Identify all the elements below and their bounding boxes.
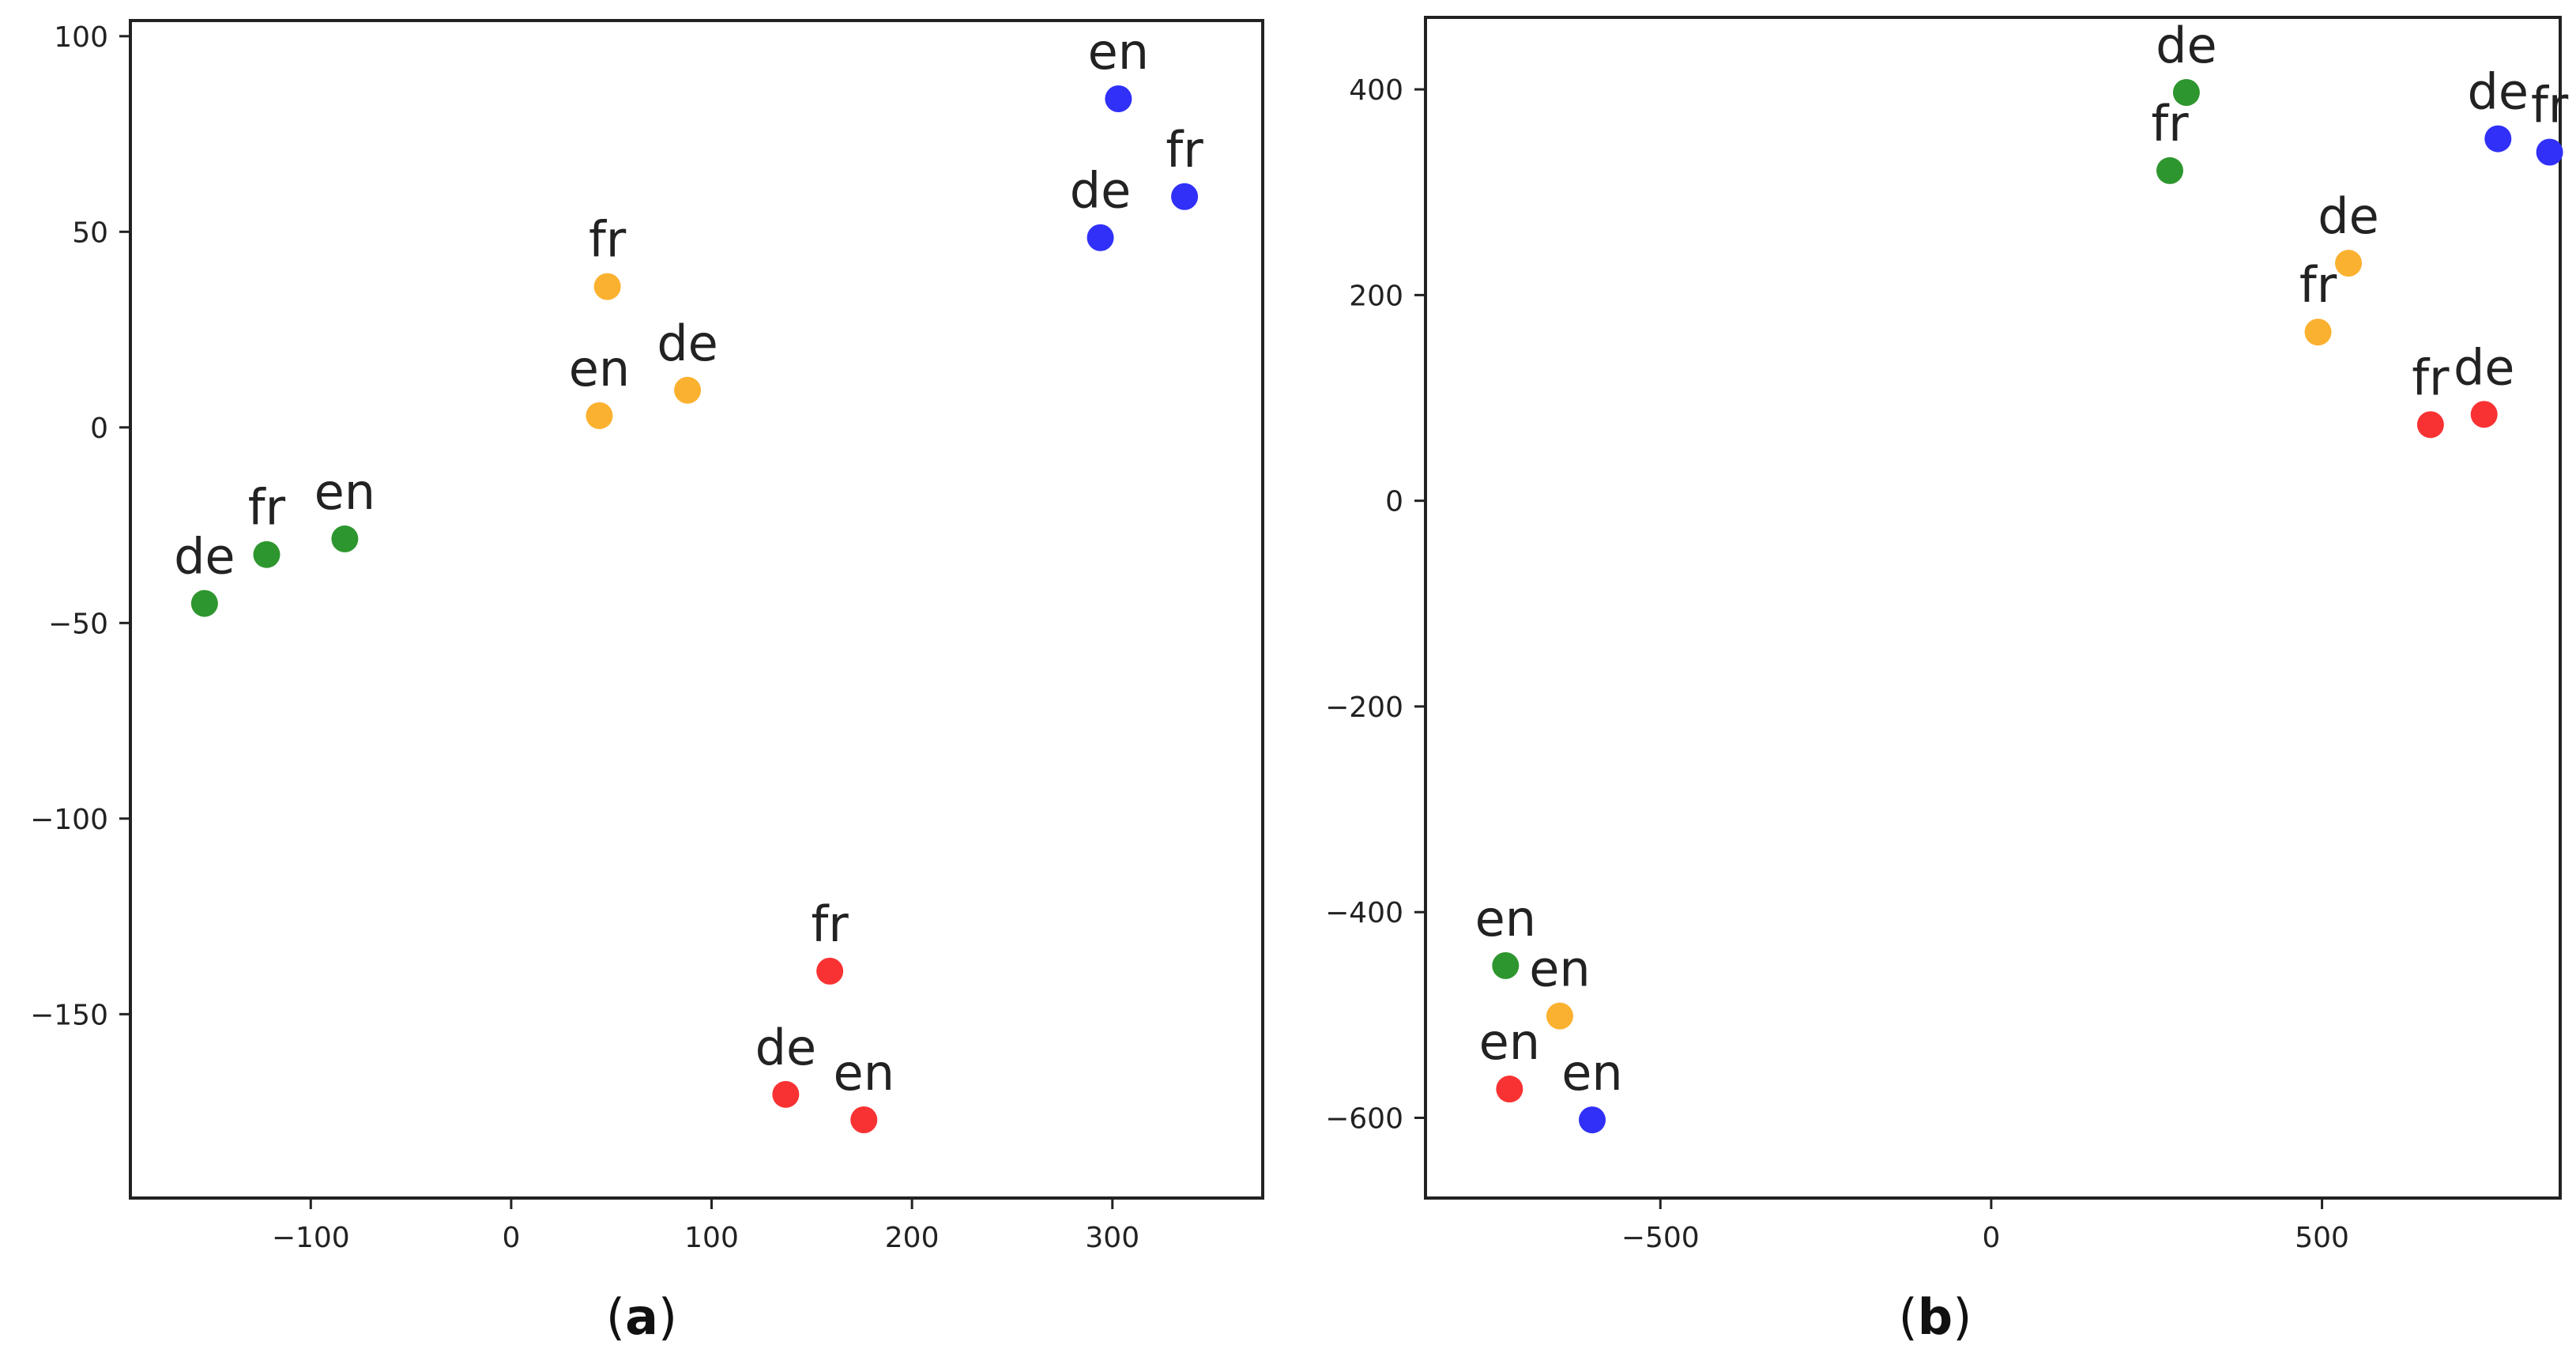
chart1-point-label: de bbox=[755, 1019, 817, 1076]
chart2-caption: (b) bbox=[1899, 1288, 1972, 1346]
chart1-point-green-de bbox=[190, 590, 218, 617]
chart2-point-red-de bbox=[2470, 401, 2498, 428]
chart1-point-label: en bbox=[314, 463, 375, 521]
chart1-point-label: en bbox=[834, 1044, 894, 1102]
chart1-point-orange-en bbox=[586, 401, 613, 429]
chart1-point-label: fr bbox=[1166, 121, 1203, 179]
chart2-y-tick-label: −200 bbox=[1325, 691, 1403, 724]
chart2-y-tick-label: 0 bbox=[1385, 486, 1403, 518]
chart1-y-tick-label: −50 bbox=[48, 608, 108, 640]
chart2-point-green-de bbox=[2172, 79, 2200, 107]
chart1-y-tick-label: −150 bbox=[30, 999, 108, 1031]
chart1-point-orange-fr bbox=[593, 273, 621, 300]
chart1-point-blue-en bbox=[1105, 85, 1132, 113]
chart1-x-tick-label: −100 bbox=[272, 1222, 350, 1254]
chart2-point-label: en bbox=[1475, 890, 1536, 948]
chart2-y-tick-label: 400 bbox=[1349, 74, 1403, 107]
chart1-point-label: de bbox=[174, 528, 235, 586]
chart2-point-green-en bbox=[1492, 951, 1520, 979]
chart1-point-blue-fr bbox=[1171, 183, 1199, 210]
chart2-point-orange-de bbox=[2335, 250, 2363, 277]
chart1-point-red-fr bbox=[816, 957, 844, 985]
chart1-y-tick-label: −100 bbox=[30, 804, 108, 836]
chart2-point-orange-en bbox=[1546, 1002, 1573, 1030]
chart1-plot-frame bbox=[129, 19, 1264, 1200]
chart1-caption: (a) bbox=[606, 1288, 677, 1346]
chart2-y-tick-label: −600 bbox=[1325, 1102, 1403, 1135]
chart2-point-label: de bbox=[2156, 17, 2217, 74]
chart2-y-tick-label: −400 bbox=[1325, 897, 1403, 929]
chart1-point-red-de bbox=[772, 1080, 800, 1108]
chart1-y-tick-label: 50 bbox=[72, 217, 108, 249]
chart1-point-label: fr bbox=[248, 479, 286, 537]
chart1-point-label: en bbox=[1088, 23, 1149, 81]
chart2-point-label: de bbox=[2318, 187, 2379, 245]
chart2-point-orange-fr bbox=[2304, 318, 2332, 346]
chart1-x-tick-label: 100 bbox=[684, 1222, 739, 1254]
chart1-point-blue-de bbox=[1087, 224, 1114, 251]
chart1-point-label: fr bbox=[589, 211, 627, 269]
chart1-x-tick-label: 200 bbox=[885, 1222, 940, 1254]
chart2-point-red-en bbox=[1496, 1076, 1523, 1103]
chart2-point-label: fr bbox=[2299, 256, 2337, 314]
chart1-point-orange-de bbox=[674, 376, 702, 404]
chart2-point-label: fr bbox=[2412, 349, 2450, 406]
chart1-point-label: en bbox=[569, 340, 630, 398]
chart2-point-blue-en bbox=[1579, 1106, 1606, 1134]
chart1-point-label: de bbox=[1070, 162, 1132, 220]
chart2-x-tick-label: 500 bbox=[2295, 1222, 2349, 1254]
chart1-x-tick-label: 0 bbox=[502, 1222, 520, 1254]
chart2-point-label: en bbox=[1529, 940, 1590, 998]
chart1-point-label: fr bbox=[811, 895, 849, 953]
chart2-point-label: en bbox=[1561, 1044, 1622, 1102]
chart2-plot-frame bbox=[1424, 16, 2562, 1200]
chart2-point-blue-de bbox=[2484, 125, 2512, 153]
chart2-point-red-fr bbox=[2416, 411, 2444, 439]
chart1-point-green-en bbox=[331, 525, 359, 552]
chart2-point-blue-fr bbox=[2536, 138, 2563, 166]
chart2-point-label: fr bbox=[2151, 95, 2189, 153]
chart2-point-label: de bbox=[2468, 63, 2529, 121]
chart2-point-label: en bbox=[1479, 1013, 1540, 1071]
chart1-point-green-fr bbox=[253, 541, 281, 568]
chart1-point-label: de bbox=[657, 315, 718, 372]
chart2-y-tick-label: 200 bbox=[1349, 280, 1403, 312]
chart1-y-tick-label: 100 bbox=[54, 21, 108, 54]
chart2-x-tick-label: −500 bbox=[1621, 1222, 1700, 1254]
chart2-point-green-fr bbox=[2156, 156, 2183, 184]
chart2-point-label: de bbox=[2454, 338, 2515, 396]
chart1-x-tick-label: 300 bbox=[1085, 1222, 1139, 1254]
scatter-panel-b: −500 0 5004002000−200−400−600defrendefrend… bbox=[1325, 16, 2569, 1346]
chart2-point-label: fr bbox=[2531, 76, 2569, 134]
chart2-x-tick-label: 0 bbox=[1982, 1222, 2000, 1254]
chart1-y-tick-label: 0 bbox=[90, 413, 108, 445]
chart1-point-red-en bbox=[850, 1106, 878, 1133]
